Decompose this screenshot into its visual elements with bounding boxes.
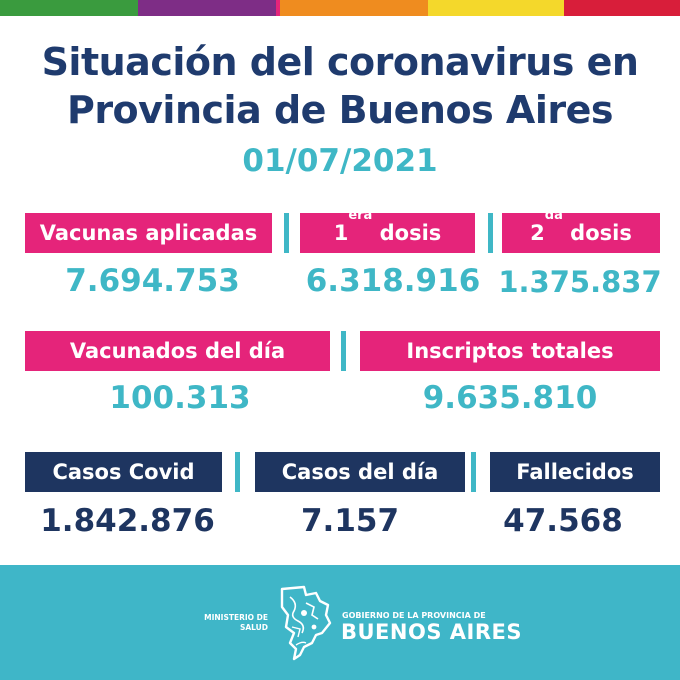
casos-dia-value: 7.157 [300,503,400,539]
report-date: 01/07/2021 [242,143,438,179]
separator [471,452,476,492]
stripe-pink [276,0,280,16]
province-map-logo-icon [280,585,332,661]
casos-dia-label: Casos del día [255,452,465,492]
buenos-aires-text: BUENOS AIRES [341,620,522,644]
primera-dosis-word: dosis [379,221,442,245]
stripe-green [0,0,138,16]
page-title-line2: Provincia de Buenos Aires [66,88,614,132]
gobierno-text: GOBIERNO DE LA PROVINCIA DE [342,611,486,620]
vacunados-dia-label: Vacunados del día [25,331,330,371]
separator [284,213,289,253]
primera-dosis-ordinal: era [348,208,373,223]
separator [341,331,346,371]
page-title-line1: Situación del coronavirus en [41,40,639,84]
casos-covid-value: 1.842.876 [40,503,215,539]
ministerio-line2: SALUD [239,623,268,632]
stripe-orange [280,0,428,16]
stripe-yellow [428,0,564,16]
stripe-red [564,0,680,16]
segunda-dosis-word: dosis [570,221,632,245]
stripe-purple [138,0,276,16]
primera-dosis-value: 6.318.916 [305,263,481,299]
segunda-dosis-number: 2 [530,221,545,245]
ministerio-salud-text: MINISTERIO DE SALUD [188,613,268,633]
primera-dosis-label: 1era dosis [300,209,475,253]
inscriptos-totales-value: 9.635.810 [422,380,598,416]
fallecidos-value: 47.568 [503,503,623,539]
casos-covid-label: Casos Covid [25,452,222,492]
separator [488,213,493,253]
fallecidos-label: Fallecidos [490,452,660,492]
segunda-dosis-ordinal: da [544,208,563,223]
segunda-dosis-label: 2da dosis [502,209,660,253]
primera-dosis-number: 1 [333,221,349,245]
vacunas-aplicadas-value: 7.694.753 [65,263,240,299]
footer-bar [0,565,680,680]
segunda-dosis-value: 1.375.837 [498,265,662,299]
ministerio-line1: MINISTERIO DE [204,613,268,622]
vacunas-aplicadas-label: Vacunas aplicadas [25,213,272,253]
separator [235,452,240,492]
vacunados-dia-value: 100.313 [109,380,251,416]
inscriptos-totales-label: Inscriptos totales [360,331,660,371]
